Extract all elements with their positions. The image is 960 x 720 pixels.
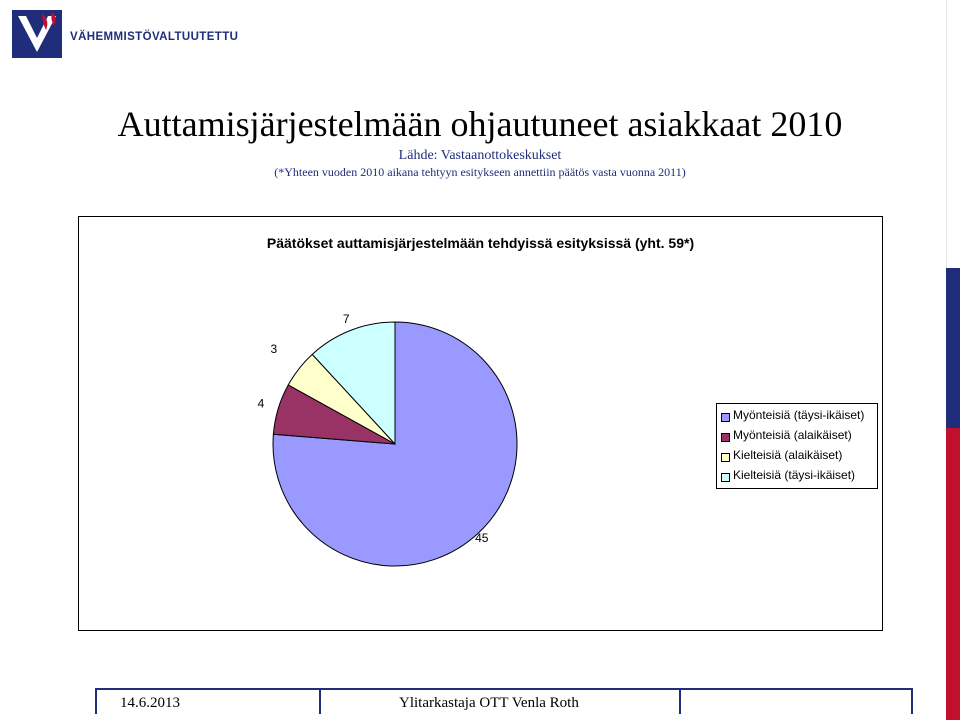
legend-swatch	[721, 473, 730, 482]
pie-data-label: 45	[475, 531, 489, 545]
footer-date: 14.6.2013	[120, 695, 180, 711]
legend-swatch	[721, 433, 730, 442]
right-edge-bar-white	[946, 0, 960, 268]
legend-swatch	[721, 453, 730, 462]
right-edge-bar-blue	[946, 268, 960, 428]
legend-label: Kielteisiä (alaikäiset)	[733, 448, 843, 462]
footer: 14.6.2013 Ylitarkastaja OTT Venla Roth	[95, 688, 913, 720]
slide-note: (*Yhteen vuoden 2010 aikana tehtyyn esit…	[274, 165, 686, 179]
footer-divider	[679, 688, 681, 714]
footer-line	[95, 688, 913, 690]
chart-area: Päätökset auttamisjärjestelmään tehdyiss…	[78, 216, 883, 631]
right-edge-bar-red	[946, 428, 960, 720]
legend-label: Kielteisiä (täysi-ikäiset)	[733, 468, 856, 482]
pie-chart: 45 4 3 7	[258, 312, 518, 567]
footer-divider	[911, 688, 913, 714]
legend-label: Myönteisiä (täysi-ikäiset)	[733, 408, 865, 422]
slide-source: Lähde: Vastaanottokeskukset	[398, 148, 562, 163]
slide-title: Auttamisjärjestelmään ohjautuneet asiakk…	[117, 104, 843, 144]
legend-swatch	[721, 413, 730, 422]
footer-divider	[95, 688, 97, 714]
footer-author: Ylitarkastaja OTT Venla Roth	[399, 695, 579, 711]
chart-legend: Myönteisiä (täysi-ikäiset) Myönteisiä (al…	[716, 403, 878, 489]
legend-label: Myönteisiä (alaikäiset)	[733, 428, 852, 442]
org-logo-icon	[12, 10, 62, 58]
pie-data-label: 4	[258, 397, 265, 411]
pie-slice-kielteisia-taysi-ikaiset	[311, 321, 396, 446]
org-name: VÄHEMMISTÖVALTUUTETTU	[70, 31, 239, 43]
pie-data-label: 3	[271, 342, 278, 356]
footer-divider	[319, 688, 321, 714]
chart-title: Päätökset auttamisjärjestelmään tehdyiss…	[266, 235, 695, 251]
pie-data-label: 7	[343, 312, 350, 326]
